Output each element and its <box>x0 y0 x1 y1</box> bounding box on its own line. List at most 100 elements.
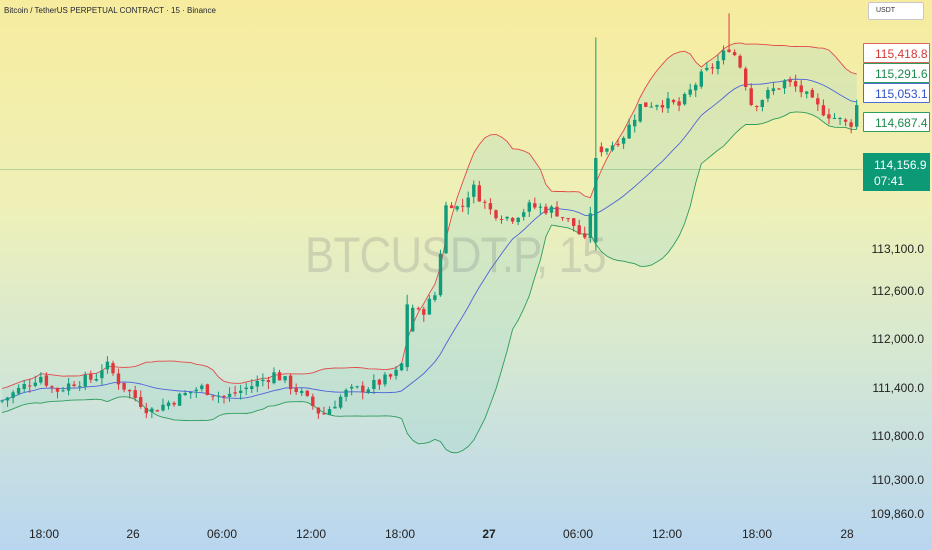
candle-body <box>55 387 60 392</box>
upper-band-price-label: 115,418.8 <box>863 43 930 63</box>
candle-body <box>694 84 698 91</box>
candle-body <box>127 389 132 392</box>
candle-body <box>94 379 98 381</box>
candle-body <box>827 114 831 119</box>
candle-body <box>338 396 343 408</box>
candle-body <box>83 374 87 387</box>
candle-body <box>100 370 104 379</box>
candle-body <box>394 369 398 376</box>
candle-body <box>22 384 26 389</box>
candle-body <box>727 49 731 52</box>
candle-body <box>89 373 93 380</box>
candle-body <box>705 67 709 70</box>
candle-body <box>183 393 187 396</box>
candle-body <box>239 390 243 393</box>
current-price-value: 114,156.9 <box>874 158 927 172</box>
candle-body <box>372 380 376 389</box>
candle-body <box>655 105 659 107</box>
candle-body <box>855 105 859 127</box>
bollinger-band-fill <box>2 42 857 453</box>
candle-body <box>627 124 631 139</box>
candle-body <box>139 397 143 407</box>
x-tick-label: 06:00 <box>562 527 594 541</box>
candle-body <box>277 372 282 381</box>
candle-body <box>344 389 348 397</box>
candle-body <box>155 410 160 412</box>
candle-body <box>816 98 820 105</box>
candle-body <box>488 203 493 210</box>
candle-body <box>494 210 498 219</box>
y-tick-label: 112,600.0 <box>871 284 925 298</box>
symbol-watermark: BTCUSDT.P, 15 <box>305 227 607 283</box>
candle-body <box>577 225 581 235</box>
candle-body <box>633 119 637 127</box>
candle-body <box>749 88 753 105</box>
candle-body <box>66 383 71 391</box>
candle-body <box>583 233 587 238</box>
candle-body <box>755 106 759 107</box>
candle-body <box>261 379 265 382</box>
candle-body <box>233 392 237 394</box>
candle-body <box>810 90 814 98</box>
candle-body <box>322 413 326 415</box>
candle-body <box>78 385 82 387</box>
candle-body <box>205 384 210 395</box>
candle-body <box>522 212 526 217</box>
candle-body <box>544 206 548 214</box>
candle-body <box>793 81 798 87</box>
candle-body <box>560 217 565 219</box>
candle-body <box>388 374 393 377</box>
candle-body <box>771 88 776 92</box>
candle-body <box>422 309 426 315</box>
candle-body <box>744 68 748 87</box>
x-tick-label: 26 <box>126 527 140 541</box>
x-tick-label: 18:00 <box>28 527 60 541</box>
candle-body <box>621 138 626 144</box>
candle-body <box>366 389 370 393</box>
candle-body <box>538 206 543 208</box>
candle-body <box>355 386 359 388</box>
candle-body <box>399 363 404 371</box>
candle-body <box>150 408 154 412</box>
candle-body <box>250 386 254 389</box>
candle-body <box>361 385 365 393</box>
candle-body <box>266 380 271 382</box>
lower-band-price-label: 114,687.4 <box>863 112 930 132</box>
candle-body <box>305 390 309 396</box>
candle-body <box>200 385 204 390</box>
candle-body <box>427 298 432 315</box>
middle-band-price-label: 115,053.1 <box>863 83 930 103</box>
candle-body <box>505 216 509 219</box>
x-tick-label: 06:00 <box>206 527 238 541</box>
candle-body <box>472 184 476 197</box>
x-tick-label: 12:00 <box>295 527 327 541</box>
candle-body <box>660 105 665 108</box>
x-tick-label-day: 27 <box>482 527 496 541</box>
candle-body <box>288 375 293 390</box>
candle-body <box>294 387 298 392</box>
candle-body <box>0 400 4 402</box>
candle-body <box>788 79 792 83</box>
x-tick-label: 18:00 <box>741 527 773 541</box>
candle-body <box>133 390 137 398</box>
currency-badge[interactable]: USDT <box>868 2 924 20</box>
bollinger-middle-band <box>1 78 857 401</box>
candle-body <box>377 379 382 385</box>
candle-body <box>311 396 315 407</box>
candle-body <box>677 101 681 106</box>
y-tick-label: 111,400.0 <box>872 381 924 395</box>
candle-body <box>194 389 198 392</box>
candle-body <box>433 295 437 300</box>
candle-body <box>499 219 504 220</box>
candle-body <box>39 377 43 383</box>
candle-body <box>738 55 742 68</box>
candle-body <box>682 94 687 105</box>
candle-body <box>605 148 609 152</box>
candle-body <box>777 88 781 90</box>
candle-body <box>555 206 559 217</box>
candle-body <box>416 308 420 310</box>
candle-body <box>527 202 531 212</box>
candle-body <box>732 52 737 56</box>
